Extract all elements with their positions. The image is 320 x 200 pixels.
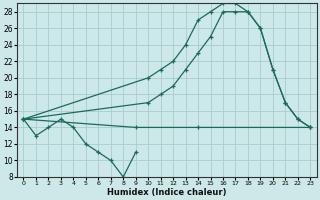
X-axis label: Humidex (Indice chaleur): Humidex (Indice chaleur)	[107, 188, 227, 197]
